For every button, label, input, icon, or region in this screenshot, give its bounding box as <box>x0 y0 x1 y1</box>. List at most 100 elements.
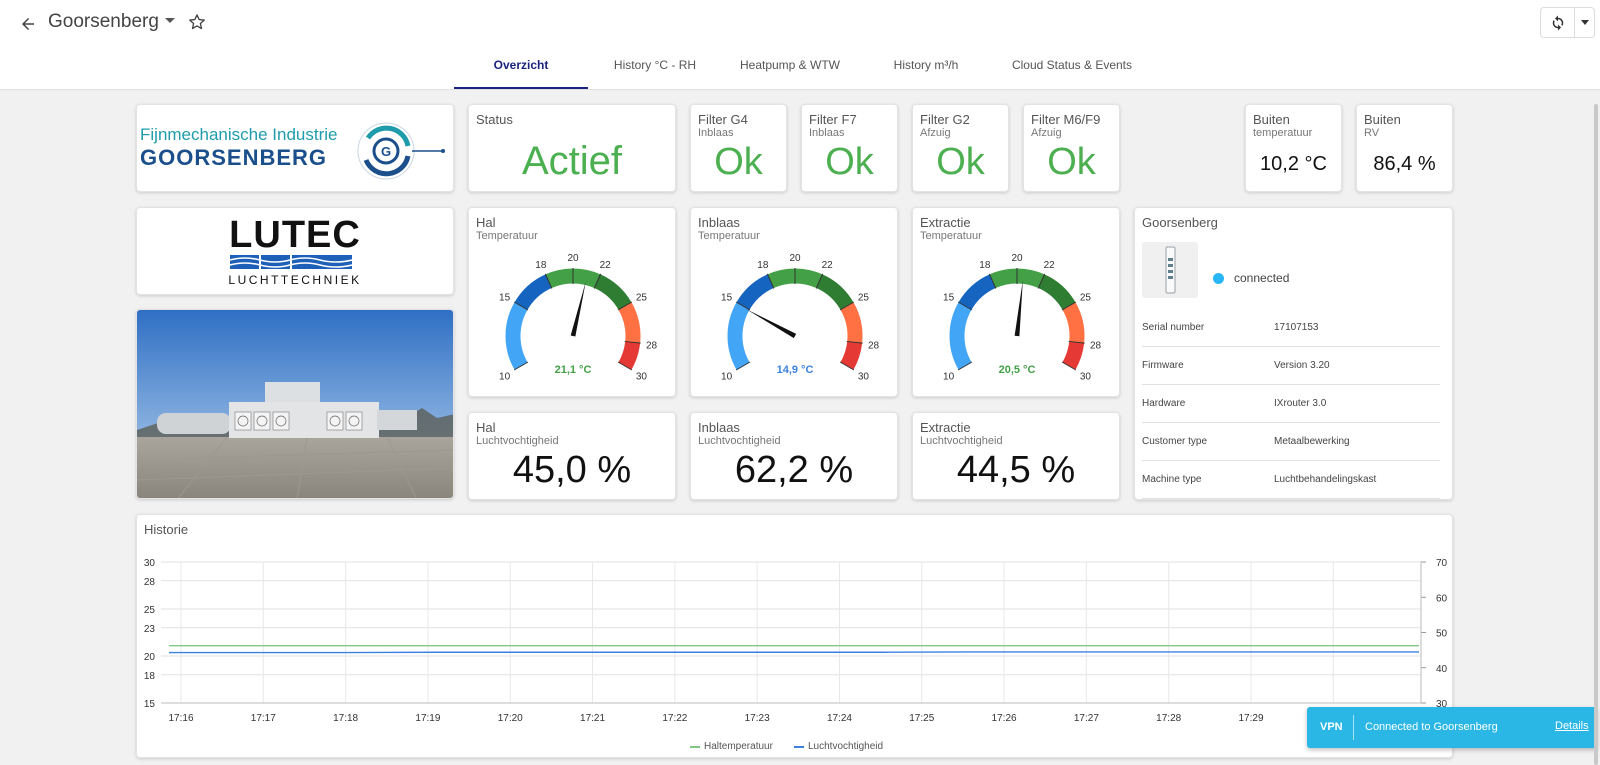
chevron-down-icon[interactable] <box>165 18 175 23</box>
device-info-value: Metaalbewerking <box>1274 436 1350 447</box>
gauge-band <box>618 341 641 370</box>
gauge-tick-label: 18 <box>535 260 547 271</box>
gauge-value-label: 20,5 °C <box>999 364 1036 376</box>
refresh-dropdown-button[interactable] <box>1575 8 1594 37</box>
history-chart-card: Historie <box>136 514 1453 758</box>
filter-title: Filter F7 <box>809 112 857 127</box>
tab-heatpump-wtw[interactable]: Heatpump & WTW <box>739 58 841 72</box>
lutec-logo-card: LUTEC LUCHTTECHNIEK <box>136 207 454 295</box>
tab-history-m3h[interactable]: History m³/h <box>893 58 959 72</box>
gauge-tick-label: 10 <box>499 372 511 383</box>
lutec-logo-subtitle: LUCHTTECHNIEK <box>228 273 362 287</box>
legend-luchtvochtigheid[interactable]: Luchtvochtigheid <box>794 741 883 752</box>
hal-temperature-gauge-card: Hal Temperatuur 10 15 18 20 22 25 28 30 21,1 °C <box>468 207 676 397</box>
gauge-tick <box>766 273 775 289</box>
gauge-tick-label: 28 <box>646 340 658 351</box>
gauge-value-label: 14,9 °C <box>777 364 814 376</box>
gauge-tick <box>1037 273 1046 289</box>
legend-haltemperatuur[interactable]: Haltemperatuur <box>690 741 773 752</box>
filter-value: Ok <box>714 141 763 183</box>
gauge-tick-label: 30 <box>1080 372 1092 383</box>
gauge-tick-label: 10 <box>943 372 955 383</box>
refresh-icon[interactable] <box>1541 8 1575 37</box>
gauge-band <box>618 302 641 344</box>
device-info-value: Version 3.20 <box>1274 360 1330 371</box>
device-info-value: IXrouter 3.0 <box>1274 398 1327 409</box>
gauge-band <box>505 302 528 370</box>
gauge-tick <box>957 361 973 371</box>
gauge-tick <box>957 301 973 311</box>
gauge-band <box>958 274 996 311</box>
gauge-tick-label: 25 <box>858 293 870 304</box>
vpn-label: VPN <box>1320 721 1343 733</box>
tab-overzicht[interactable]: Overzicht <box>454 58 588 89</box>
status-value: Actief <box>521 139 623 183</box>
filter-f7-card: Filter F7 Inblaas Ok <box>801 104 898 192</box>
temperature-gauge: 10 15 18 20 22 25 28 30 20,5 °C <box>943 253 1102 383</box>
gauge-tick <box>735 301 751 311</box>
humidity-sub: Luchtvochtigheid <box>476 435 559 447</box>
lutec-logo-text: LUTEC <box>229 214 361 256</box>
gauge-tick-label: 25 <box>1080 293 1092 304</box>
device-info-key: Hardware <box>1142 398 1186 409</box>
gauge-tick <box>544 273 553 289</box>
gauge-tick <box>1061 361 1077 371</box>
device-info-key: Serial number <box>1142 322 1205 333</box>
gauge-tick-label: 22 <box>822 260 834 271</box>
arrow-left-icon[interactable] <box>14 10 42 38</box>
gauge-title: Inblaas <box>698 215 740 230</box>
gauge-tick <box>593 273 602 289</box>
gauge-tick-label: 28 <box>868 340 880 351</box>
gauge-tick-label: 28 <box>1090 340 1102 351</box>
outside-humidity-card: Buiten RV 86,4 % <box>1356 104 1453 192</box>
humidity-value: 44,5 % <box>956 449 1076 491</box>
gauge-band <box>736 274 774 311</box>
gauge-band <box>840 302 863 344</box>
vpn-message: Connected to Goorsenberg <box>1365 721 1498 733</box>
gauge-band <box>594 274 632 311</box>
humidity-title: Extractie <box>920 420 971 435</box>
logo-emblem-icon: G <box>357 122 445 180</box>
goorsenberg-logo-card: Fijnmechanische Industrie GOORSENBERG G <box>136 104 454 192</box>
device-info-row: Hardware IXrouter 3.0 <box>1142 386 1440 423</box>
filter-title: Filter M6/F9 <box>1031 112 1101 127</box>
gauge-title: Hal <box>476 215 496 230</box>
filter-g2-card: Filter G2 Afzuig Ok <box>912 104 1009 192</box>
filter-sub: Inblaas <box>698 127 734 139</box>
legend-swatch <box>690 745 700 748</box>
gauge-tick <box>839 361 855 371</box>
humidity-sub: Luchtvochtigheid <box>698 435 781 447</box>
page-scrollbar[interactable] <box>1594 104 1598 765</box>
filter-value: Ok <box>1047 141 1096 183</box>
gauge-tick <box>846 340 863 344</box>
legend-label: Luchtvochtigheid <box>808 741 884 752</box>
connection-status-dot <box>1213 273 1224 284</box>
lutec-logo-wave-icon <box>230 255 352 269</box>
device-info-row: Customer type Metaalbewerking <box>1142 424 1440 461</box>
outside-title: Buiten <box>1253 112 1290 127</box>
inblaas-humidity-card: Inblaas Luchtvochtigheid 62,2 % <box>690 412 898 500</box>
gauge-band <box>727 302 750 370</box>
gauge-band <box>514 274 552 311</box>
gauge-band <box>1062 341 1085 370</box>
extractie-humidity-card: Extractie Luchtvochtigheid 44,5 % <box>912 412 1120 500</box>
gauge-tick <box>735 361 751 371</box>
outside-sub: temperatuur <box>1253 127 1313 139</box>
vpn-notification: VPN Connected to Goorsenberg Details <box>1307 707 1597 748</box>
gauge-tick-label: 20 <box>1011 253 1023 264</box>
gauge-tick-label: 30 <box>858 372 870 383</box>
router-icon <box>1142 242 1198 298</box>
tab-cloud-status-events[interactable]: Cloud Status & Events <box>1011 58 1133 72</box>
outside-humidity-value: 86,4 % <box>1373 153 1436 175</box>
gauge-needle <box>745 309 797 339</box>
top-bar: Goorsenberg Overzicht History °C - RH He… <box>0 0 1600 90</box>
gauge-band <box>816 274 854 311</box>
star-outline-icon[interactable] <box>187 12 209 34</box>
page-title[interactable]: Goorsenberg <box>48 11 159 32</box>
gauge-value-label: 21,1 °C <box>555 364 592 376</box>
gauge-tick-label: 10 <box>721 372 733 383</box>
gauge-tick-label: 30 <box>636 372 648 383</box>
vpn-details-link[interactable]: Details <box>1555 720 1589 732</box>
tab-history-temp-rh[interactable]: History °C - RH <box>613 58 697 72</box>
gauge-tick <box>839 301 855 311</box>
